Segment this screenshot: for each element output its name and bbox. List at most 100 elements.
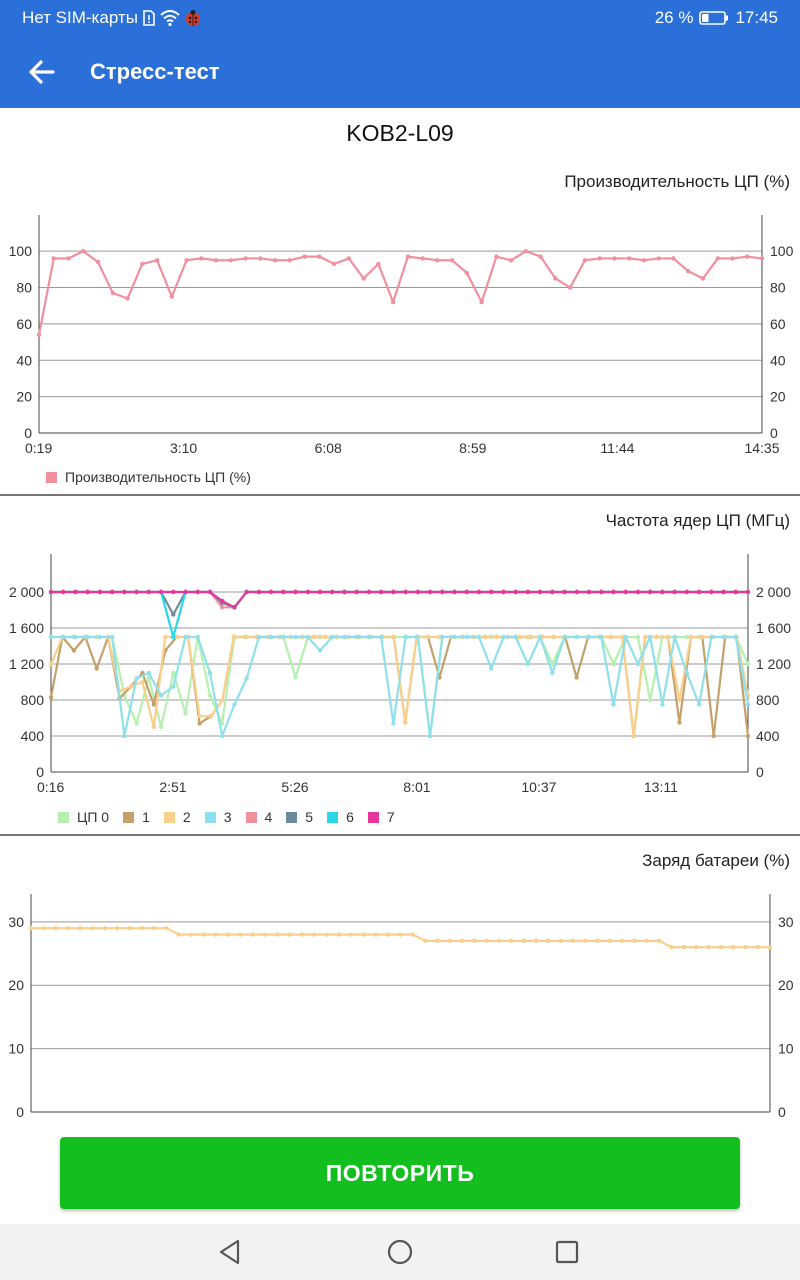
legend-swatch (204, 811, 216, 823)
data-point (73, 634, 78, 640)
data-point (599, 589, 604, 595)
data-point (647, 697, 653, 703)
data-point (90, 925, 95, 931)
data-point (208, 714, 214, 719)
data-point (299, 932, 305, 937)
arrow-left-icon[interactable] (26, 56, 58, 88)
data-point (574, 634, 580, 640)
back-triangle-icon[interactable] (214, 1236, 246, 1268)
legend-item: Производительность ЦП (%) (46, 469, 251, 485)
data-point (489, 666, 494, 671)
series-line (51, 590, 748, 616)
legend-swatch (163, 811, 175, 823)
data-point (612, 256, 617, 261)
data-point (219, 605, 225, 610)
data-point (641, 258, 647, 263)
data-point (184, 258, 189, 263)
data-point (405, 254, 411, 259)
x-tick-label: 11:44 (600, 440, 634, 456)
data-point (508, 258, 514, 263)
home-circle-icon[interactable] (384, 1236, 416, 1268)
recents-square-icon[interactable] (551, 1236, 583, 1268)
data-point (656, 256, 661, 261)
data-point (660, 702, 665, 707)
legend-swatch (58, 811, 69, 823)
data-point (354, 589, 359, 595)
data-point (721, 634, 726, 640)
data-point (440, 589, 445, 595)
data-point (115, 925, 120, 931)
data-point (158, 693, 164, 698)
data-point (513, 589, 518, 595)
data-point (509, 938, 514, 944)
data-point (53, 925, 58, 931)
data-point (745, 661, 751, 667)
status-bar: Нет SIM-карты 26 % 17:45 (0, 0, 800, 36)
x-tick-label: 0:19 (25, 440, 52, 456)
data-point (97, 589, 103, 595)
data-point (684, 589, 690, 595)
data-point (207, 589, 213, 595)
y-tick-label-right: 800 (756, 692, 780, 708)
data-point (403, 634, 408, 640)
data-point (422, 938, 428, 944)
data-point (391, 634, 396, 640)
data-point (342, 589, 347, 595)
series-line (49, 635, 750, 738)
sim-alert-icon (143, 10, 155, 26)
y-tick-label-right: 400 (756, 728, 780, 744)
data-point (525, 661, 531, 667)
data-point (188, 932, 194, 937)
x-tick-label: 13:11 (644, 779, 678, 795)
data-point (570, 938, 576, 944)
legend-label: 2 (182, 809, 191, 825)
data-point (440, 634, 445, 640)
data-point (164, 925, 169, 931)
legend-label: Производительность ЦП (%) (65, 469, 251, 485)
data-point (287, 258, 293, 263)
data-point (213, 932, 218, 937)
legend-label: 6 (346, 809, 354, 825)
data-point (197, 714, 202, 719)
data-point (174, 634, 179, 640)
data-point (654, 634, 659, 640)
legend-item: 6 (327, 809, 354, 825)
repeat-button[interactable]: ПОВТОРИТЬ (60, 1137, 740, 1209)
data-point (171, 589, 176, 595)
legend-swatch (46, 471, 57, 483)
data-point (317, 648, 323, 653)
data-point (146, 589, 152, 595)
legend-swatch (286, 811, 298, 823)
data-point (574, 589, 580, 595)
data-point (122, 589, 127, 595)
y-tick-label-left: 400 (21, 728, 45, 744)
data-point (207, 693, 213, 698)
data-point (755, 945, 760, 950)
y-tick-label-right: 10 (778, 1041, 794, 1057)
y-tick-label-right: 80 (770, 280, 786, 296)
data-point (219, 598, 225, 604)
data-point (696, 702, 702, 707)
data-point (472, 938, 477, 944)
data-point (225, 932, 231, 937)
data-point (523, 248, 529, 254)
data-point (61, 589, 66, 595)
data-point (635, 634, 641, 640)
series-line (37, 250, 763, 336)
data-point (140, 679, 145, 685)
data-point (743, 945, 748, 950)
data-point (366, 589, 372, 595)
data-point (232, 605, 237, 610)
data-point (73, 589, 78, 595)
x-tick-label: 3:10 (170, 440, 197, 456)
data-point (403, 720, 408, 725)
data-point (171, 684, 176, 689)
data-point (671, 256, 676, 261)
data-point (501, 589, 506, 595)
data-point (586, 589, 592, 595)
series-line (51, 635, 750, 738)
data-point (244, 589, 249, 595)
battery-icon (699, 11, 729, 25)
data-point (134, 676, 139, 681)
data-point (693, 945, 699, 950)
